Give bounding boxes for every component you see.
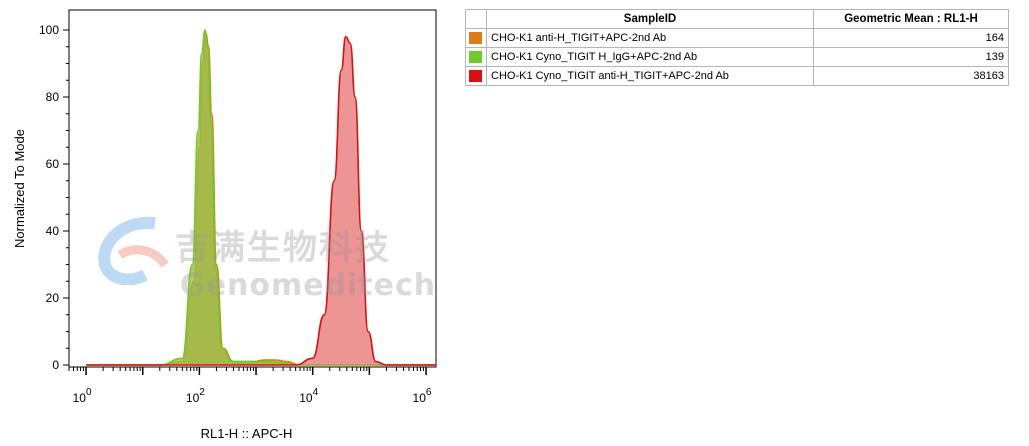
legend-table: SampleID Geometric Mean : RL1-H CHO-K1 a…	[465, 9, 1009, 86]
watermark-chinese-text: 吉满生物科技	[175, 228, 391, 268]
y-axis-label: Normalized To Mode	[12, 129, 27, 248]
series-fill-0	[86, 33, 436, 366]
y-tick-label: 40	[46, 224, 60, 238]
legend-swatch-red	[469, 70, 482, 83]
legend-geomean-value: 139	[813, 47, 1009, 67]
y-tick-label: 20	[46, 291, 60, 305]
y-tick-label: 0	[52, 358, 59, 372]
y-tick-label: 60	[46, 157, 60, 171]
legend-swatch-green	[469, 51, 482, 64]
plot-frame	[68, 9, 437, 368]
legend-header-swatch	[465, 9, 487, 29]
watermark-english-text: Genomeditech	[180, 268, 437, 303]
x-tick-label: 100	[73, 387, 92, 405]
series-line-2	[86, 35, 436, 366]
series-fill-1	[86, 30, 436, 365]
y-tick-label: 100	[39, 23, 59, 37]
legend-geomean-value: 164	[813, 28, 1009, 48]
x-tick-label: 102	[186, 387, 205, 405]
legend-sample-name: CHO-K1 Cyno_TIGIT H_IgG+APC-2nd Ab	[486, 47, 814, 67]
legend-geomean-value: 38163	[813, 66, 1009, 86]
x-tick-label: 106	[413, 387, 432, 405]
legend-sample-name: CHO-K1 anti-H_TIGIT+APC-2nd Ab	[486, 28, 814, 48]
legend-row: CHO-K1 anti-H_TIGIT+APC-2nd Ab 164	[465, 28, 1009, 48]
legend-row: CHO-K1 Cyno_TIGIT anti-H_TIGIT+APC-2nd A…	[465, 66, 1009, 86]
legend-swatch-orange	[469, 32, 482, 45]
legend-sample-name: CHO-K1 Cyno_TIGIT anti-H_TIGIT+APC-2nd A…	[486, 66, 814, 86]
series-fill-2	[86, 36, 436, 365]
legend-header-sampleid: SampleID	[486, 9, 814, 29]
y-tick-label: 80	[46, 90, 60, 104]
series-line-1	[86, 29, 436, 366]
legend-row: CHO-K1 Cyno_TIGIT H_IgG+APC-2nd Ab 139	[465, 47, 1009, 67]
series-line-0	[86, 32, 436, 366]
x-axis-label: RL1-H :: APC-H	[201, 426, 293, 441]
legend-header-geomean: Geometric Mean : RL1-H	[813, 9, 1009, 29]
legend-header-row: SampleID Geometric Mean : RL1-H	[465, 9, 1009, 29]
x-tick-label: 104	[299, 387, 318, 405]
